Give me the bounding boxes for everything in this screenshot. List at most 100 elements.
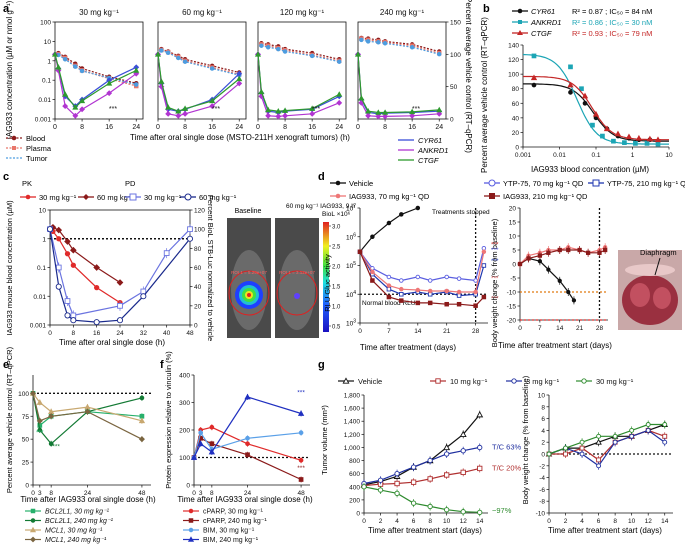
- panel-c-ytick-right-label: 40: [194, 284, 202, 291]
- panel-a-sub60-pd-ctgf-point: [236, 75, 243, 82]
- legend-c-pd60-label: 60 mg kg⁻¹: [199, 193, 237, 202]
- panel-e-xtick-label: 48: [138, 490, 146, 497]
- legend-c-pk30-marker: [25, 194, 31, 200]
- legend-b-ctgf-stat: R² = 0.93 ; IC₅₀ = 79 nM: [572, 29, 652, 38]
- panel-d-rlu-ytick-exponent: 4: [353, 290, 356, 296]
- panel-g-tv-series2-point: [444, 451, 450, 457]
- panel-a-sub30-ytick-label: 1: [47, 58, 51, 65]
- panel-a-sub120-pd-ankrd1-line: [257, 54, 340, 118]
- panel-c-pd30-point: [140, 288, 147, 295]
- panel-g-tv-ytick-label: 1,800: [344, 393, 361, 400]
- panel-d-rlu-series3-point: [370, 269, 375, 275]
- panel-a-sub30-pd-ankrd1-point: [79, 106, 86, 113]
- panel-a-sub30-ytick-label: 0.1: [42, 78, 51, 85]
- panel-a-sub120-xtick-label: 8: [283, 124, 287, 131]
- panel-g-tv-ytick-label: 400: [349, 484, 360, 491]
- panel-a-sub30-pk-tumor-point: [73, 64, 78, 69]
- panel-a-sub60-xtick-label: 0: [156, 124, 160, 131]
- panel-d-bw-series2-point: [537, 253, 543, 258]
- panel-g-tv-series1-line: [363, 467, 480, 487]
- panel-g-bw-xtick-label: 2: [564, 518, 568, 525]
- panel-c-ylabel: IAG933 mouse blood concentration (µM): [5, 200, 14, 336]
- panel-f-series3-point: [190, 454, 198, 460]
- legend-d-vehicle-marker: [335, 180, 341, 186]
- panel-g-bw-ytick-label: 10: [538, 393, 546, 400]
- panel-d-legend: Vehicle YTP-75, 70 mg kg⁻¹ QD YTP-75, 21…: [330, 179, 685, 201]
- legend-g-marker: [435, 378, 441, 384]
- panel-a-sub60-xtick-label: 16: [208, 124, 216, 131]
- panel-a-ylabel: IAG933 concentration (µM or nmol g⁻¹): [5, 0, 14, 139]
- panel-b-ctgf-fit: [523, 75, 669, 141]
- panel-a-sub60-xtick-label: 8: [183, 124, 187, 131]
- legend-b-ctgf-marker: [517, 30, 523, 35]
- panel-f-xtick-label: 0: [192, 490, 196, 497]
- panel-d-bw-xtick-label: 28: [596, 325, 604, 332]
- roi-label-baseline: ROI 1 = 5.29e+07: [231, 270, 267, 275]
- panel-a-sub30-pk-tumor-point: [79, 68, 85, 74]
- panel-c-xtick-label: 0: [48, 330, 52, 337]
- panel-a-sub30-pd-ctgf-point: [62, 91, 69, 97]
- panel-g-tv-series0-point: [459, 430, 467, 437]
- panel-g-bw-series3-point: [546, 451, 552, 457]
- panel-g-tv-series1-point: [410, 479, 417, 485]
- panel-c-ytick-label: 0.001: [30, 323, 47, 330]
- panel-d-bw-ytick-label: 20: [509, 206, 517, 213]
- panel-g-tv-series1-point: [477, 465, 483, 472]
- colorbar-tick-label: 1.5: [332, 285, 341, 291]
- panel-g-tv-ytick-label: 1,600: [344, 406, 361, 413]
- roi-label-treated: ROI 1 = 3.12e+07: [279, 270, 315, 275]
- panel-a-sub120-pd-cyr61-line: [257, 54, 340, 114]
- colorbar-tick-label: 3.0: [332, 225, 341, 231]
- panel-e-series3-point: [36, 417, 43, 424]
- panel-c-pd60-point: [186, 235, 194, 242]
- panel-a-sub30-pk-blood-line: [58, 52, 137, 84]
- panel-d-rlu-series4-point: [473, 303, 478, 308]
- panel-g-bw-ytick-label: -6: [539, 487, 545, 494]
- panel-d-rlu-xtick-label: 14: [414, 328, 422, 335]
- panel-b-ytick-label: 100: [508, 72, 519, 79]
- panel-a-sub30-pd-ctgf-point: [55, 64, 62, 70]
- panel-b-ytick-label: 40: [512, 115, 520, 122]
- panel-a-sub60-pk-tumor-line: [161, 49, 240, 76]
- panel-d-bw-xtick-label: 14: [556, 325, 564, 332]
- panel-d-rlu-series2-point: [386, 286, 392, 292]
- panel-f-series3-point: [197, 440, 204, 447]
- panel-b-ankrd1-fit: [522, 53, 669, 145]
- panel-a-sub60-pd-ctgf-point: [165, 104, 172, 110]
- panel-d-rlu-series4-point: [444, 301, 449, 307]
- panel-d-rlu-significance: ***: [491, 242, 499, 249]
- legend-plasma-label: Plasma: [26, 144, 52, 153]
- panel-a-sub240-pk-tumor-point: [409, 44, 415, 50]
- panel-a-sub30-title: 30 mg kg⁻¹: [79, 8, 119, 17]
- panel-a-sub30-xtick-label: 0: [53, 124, 57, 131]
- panel-d-rlu-series3-point: [399, 286, 404, 292]
- panel-d-bw-series2-point: [526, 256, 531, 261]
- panel-g-tv-series3-point: [427, 503, 433, 510]
- legend-b-cyr61-name: CYR61: [531, 7, 555, 16]
- legend-f-marker: [188, 518, 194, 523]
- panel-label-f: f: [160, 359, 164, 371]
- panel-c-ylabel2: Percent BioL STB-Luc normalized to vehic…: [206, 195, 215, 341]
- panel-f-series2-point: [245, 435, 250, 441]
- panel-d-rlu-ytick-label: 103: [346, 319, 356, 328]
- panel-a-sub60-pd-ankrd1-point: [165, 110, 172, 117]
- colorbar-tick-label: 0.5: [332, 325, 341, 331]
- panel-g-bw-ytick-label: -10: [536, 511, 546, 518]
- panel-a-sub240-pd-ankrd1-point: [382, 113, 389, 120]
- panel-a-sub30-pk-tumor-point: [133, 82, 139, 87]
- panel-d-bw-series0-point: [557, 278, 562, 283]
- image-label-baseline: Baseline: [235, 208, 262, 215]
- colorbar-tick-label: 2.5: [332, 245, 341, 251]
- panel-b-ytick-label: 20: [512, 130, 520, 137]
- panel-g-tv-xtick-label: 14: [476, 518, 484, 525]
- legend-ankrd1-label: ANKRD1: [417, 146, 448, 155]
- panel-g-bw-xtick-label: 10: [628, 518, 636, 525]
- panel-a-sub120-pd-ctgf-point: [336, 91, 343, 97]
- panel-d-ylabel: RLU Gluc activity: [323, 254, 332, 312]
- panel-a-sub30-xtick-label: 24: [132, 124, 140, 131]
- panel-b-cyr61-point: [568, 90, 573, 95]
- panel-g-bw-ytick-label: 4: [541, 428, 545, 435]
- panel-d-rlu-series0-point: [399, 212, 404, 217]
- legend-d-ytp210-label: YTP-75, 210 mg kg⁻¹ QD: [607, 179, 685, 188]
- panel-d-bw-series2-line: [519, 249, 606, 265]
